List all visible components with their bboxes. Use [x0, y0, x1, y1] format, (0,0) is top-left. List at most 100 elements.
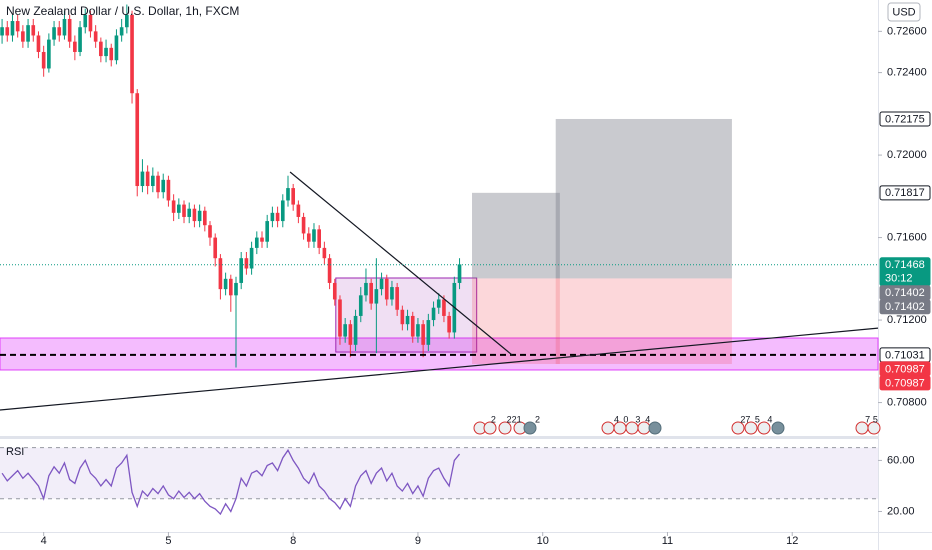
candle-body	[26, 25, 30, 42]
loss-area	[472, 278, 560, 364]
candle-body	[364, 282, 368, 296]
candle-body	[234, 282, 238, 296]
y-tick-label: 0.72600	[887, 25, 927, 37]
candle-body	[338, 299, 342, 337]
price-label: 0.71468	[885, 259, 925, 271]
event-count: 27	[740, 414, 750, 424]
candle-body	[83, 14, 88, 28]
candle-body	[442, 299, 446, 316]
candle-body	[369, 282, 373, 304]
candle-body	[379, 278, 384, 290]
event-icon[interactable]	[757, 421, 771, 435]
candle-body	[254, 237, 259, 248]
candle-body	[208, 225, 212, 238]
event-icon[interactable]	[483, 421, 497, 435]
price-label: 0.70987	[885, 363, 925, 375]
candle-body	[31, 25, 36, 36]
event-icon[interactable]	[867, 421, 881, 435]
candle-body	[104, 47, 108, 57]
candle-body	[73, 41, 77, 52]
event-icon[interactable]	[523, 421, 537, 435]
event-icon[interactable]	[744, 421, 758, 435]
candle-body	[62, 18, 67, 36]
candle-body	[213, 237, 218, 259]
profit-area	[555, 118, 732, 279]
candle-body	[301, 216, 306, 234]
event-count: 5	[755, 414, 760, 424]
candle-body	[151, 175, 155, 187]
event-count: 4	[614, 414, 619, 424]
y-tick-label: 0.72400	[887, 66, 927, 78]
candle-body	[10, 21, 15, 36]
event-count: 2	[535, 414, 540, 424]
rsi-tick-label: 20.00	[887, 505, 915, 517]
candle-body	[156, 175, 160, 193]
candle-body	[202, 210, 207, 226]
event-icon[interactable]	[498, 421, 512, 435]
candle-body	[187, 208, 192, 217]
candle-body	[410, 315, 415, 337]
rsi-title: RSI	[6, 446, 24, 458]
x-tick-label: 10	[537, 535, 549, 547]
countdown: 30:12	[885, 273, 913, 285]
candle-body	[317, 229, 321, 248]
price-label: 0.71817	[885, 187, 925, 199]
x-tick-label: 5	[165, 535, 171, 547]
rsi-tick-label: 60.00	[887, 454, 915, 466]
candle-body	[166, 179, 171, 201]
candle-body	[426, 320, 431, 345]
y-tick-label: 0.70800	[887, 396, 927, 408]
x-tick-label: 11	[662, 535, 673, 547]
candle-body	[343, 324, 347, 337]
candle-body	[88, 14, 93, 32]
candle-body	[218, 258, 223, 290]
event-count: 0	[623, 414, 628, 424]
candle-body	[265, 221, 270, 242]
candle-body	[244, 258, 249, 269]
candle-body	[291, 188, 296, 205]
candle-body	[348, 324, 353, 345]
event-count: 3	[635, 414, 640, 424]
candle-body	[358, 295, 363, 316]
price-label-box	[879, 185, 931, 201]
candle-body	[21, 31, 25, 42]
candle-body	[228, 278, 233, 296]
currency-box[interactable]	[887, 2, 921, 22]
candle-body	[384, 278, 389, 300]
candle-body	[353, 315, 358, 345]
candle-body	[15, 21, 20, 32]
x-tick-label: 12	[786, 535, 798, 547]
loss-area	[555, 278, 732, 364]
candle-body	[405, 315, 410, 325]
candle-body	[57, 27, 62, 36]
candle-body	[306, 233, 311, 242]
candle-body	[223, 278, 228, 290]
candle-body	[99, 41, 103, 57]
candle-body	[431, 307, 436, 321]
candle-body	[280, 200, 285, 222]
candle-body	[135, 93, 140, 187]
y-tick-label: 0.71200	[887, 314, 927, 326]
candle-body	[332, 282, 337, 300]
profit-area	[472, 192, 560, 279]
candle-body	[171, 200, 176, 213]
rsi-line	[1, 448, 461, 516]
candle-body	[67, 18, 72, 42]
candle-body	[52, 27, 56, 40]
event-icon[interactable]	[771, 421, 785, 435]
event-count: 4	[767, 414, 772, 424]
candle-body	[36, 35, 41, 52]
candle-body	[192, 208, 197, 222]
candle-body	[5, 27, 10, 36]
event-icon[interactable]	[731, 421, 745, 435]
candle-body	[161, 179, 166, 193]
price-label: 0.72175	[885, 113, 925, 125]
event-icon[interactable]	[601, 421, 615, 435]
candle-body	[457, 264, 462, 283]
price-label: 0.71402	[885, 287, 925, 299]
event-count: 221	[507, 414, 522, 424]
candle-body	[416, 324, 420, 337]
event-icon[interactable]	[648, 421, 662, 435]
candle-body	[140, 171, 145, 187]
